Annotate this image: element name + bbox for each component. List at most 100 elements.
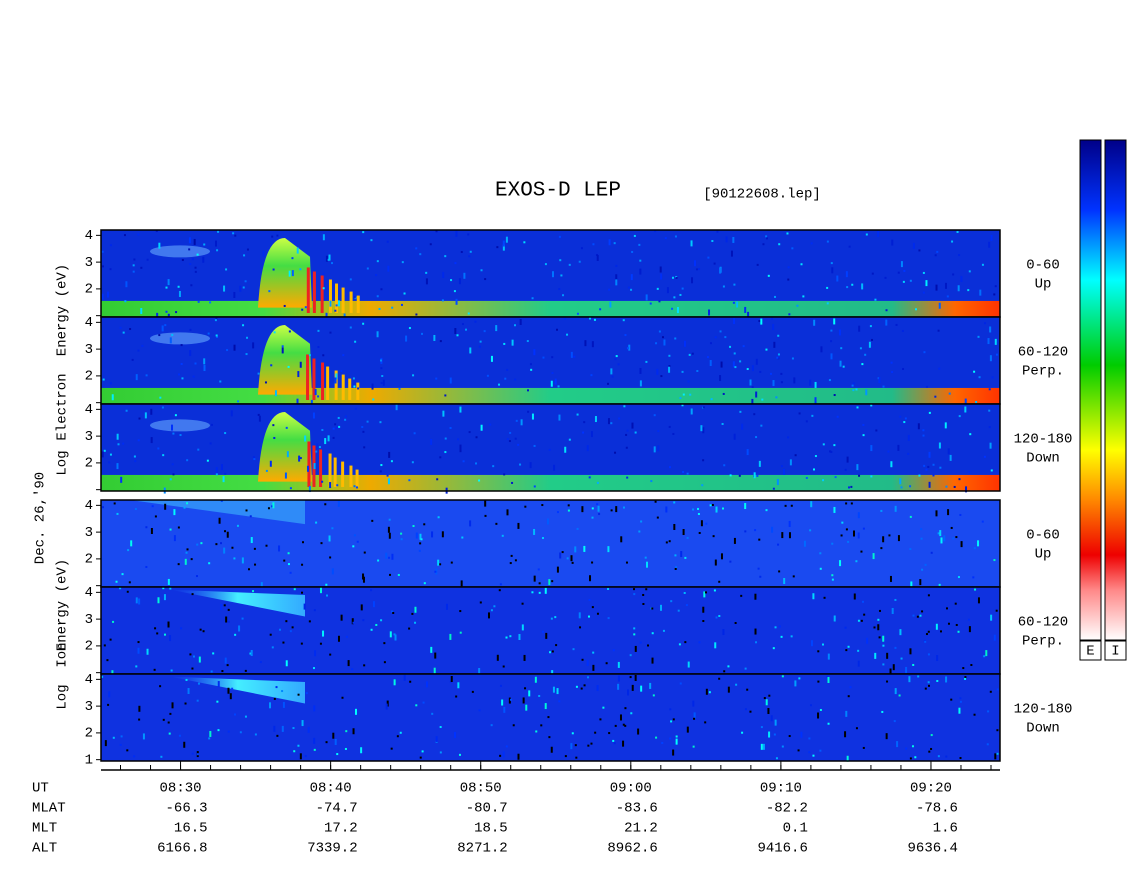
noise (252, 590, 255, 593)
noise (591, 507, 594, 510)
noise (680, 551, 683, 558)
noise (185, 678, 188, 681)
noise (822, 479, 825, 482)
noise (517, 753, 520, 760)
noise (231, 687, 234, 690)
noise (303, 603, 306, 610)
noise (570, 743, 573, 750)
panel-label: 60-120 (1018, 615, 1068, 631)
noise (351, 668, 354, 671)
noise (649, 682, 652, 689)
noise (130, 540, 133, 547)
noise (914, 308, 917, 311)
noise (639, 641, 642, 644)
panel-label: 0-60 (1026, 528, 1060, 544)
noise (278, 545, 281, 552)
noise (522, 697, 525, 704)
noise (308, 354, 311, 357)
noise (709, 342, 712, 345)
y-tick-label: 3 (85, 255, 93, 271)
noise (607, 588, 610, 591)
noise (617, 675, 620, 682)
noise (758, 538, 761, 541)
y-tick-label: 3 (85, 612, 93, 628)
noise (490, 355, 493, 362)
burst (312, 271, 316, 313)
noise (455, 298, 458, 305)
noise (773, 733, 776, 736)
noise (391, 306, 394, 309)
noise (587, 615, 590, 618)
noise (669, 737, 672, 740)
noise (700, 425, 703, 432)
noise (484, 500, 487, 507)
noise (746, 449, 749, 456)
noise (558, 414, 561, 421)
noise (584, 340, 587, 347)
noise (882, 635, 885, 642)
noise (935, 510, 938, 517)
noise (634, 645, 637, 652)
noise (480, 424, 483, 431)
noise (945, 676, 948, 683)
noise (245, 509, 248, 512)
noise (181, 377, 184, 380)
noise (773, 341, 776, 348)
noise (927, 465, 930, 468)
noise (186, 502, 189, 505)
noise (496, 246, 499, 249)
noise (580, 687, 583, 690)
noise (626, 429, 629, 432)
noise (274, 390, 277, 397)
noise (651, 607, 654, 610)
noise (827, 722, 830, 725)
noise (430, 646, 433, 653)
noise (291, 257, 294, 260)
noise (859, 347, 862, 350)
noise (891, 371, 894, 374)
burst (334, 370, 338, 400)
noise (622, 319, 625, 322)
noise (657, 445, 660, 452)
noise (922, 291, 925, 294)
noise (624, 707, 627, 710)
noise (180, 344, 183, 347)
noise (649, 302, 652, 305)
noise (908, 676, 911, 683)
noise (434, 570, 437, 573)
noise (691, 277, 694, 284)
noise (435, 736, 438, 743)
noise (390, 747, 393, 750)
noise (230, 410, 233, 417)
noise (924, 687, 927, 690)
noise (778, 570, 781, 573)
orbit-value: 7339.2 (307, 841, 357, 857)
noise (839, 560, 842, 567)
noise (558, 288, 561, 291)
noise (833, 318, 836, 325)
noise (398, 387, 401, 390)
noise (640, 520, 643, 523)
noise (271, 235, 274, 238)
noise (551, 670, 554, 677)
noise (435, 230, 438, 233)
noise (304, 755, 307, 758)
noise (156, 632, 159, 635)
noise (655, 736, 658, 739)
noise (614, 724, 617, 727)
noise (439, 726, 442, 729)
noise (352, 377, 355, 380)
noise (772, 647, 775, 650)
noise (366, 267, 369, 270)
noise (196, 253, 199, 256)
noise (928, 411, 931, 414)
noise (284, 472, 287, 479)
noise (215, 543, 218, 546)
burst (306, 267, 310, 313)
noise (762, 243, 765, 246)
noise (523, 241, 526, 244)
noise (808, 751, 811, 754)
noise (722, 285, 725, 288)
noise (870, 475, 873, 478)
noise (909, 515, 912, 518)
